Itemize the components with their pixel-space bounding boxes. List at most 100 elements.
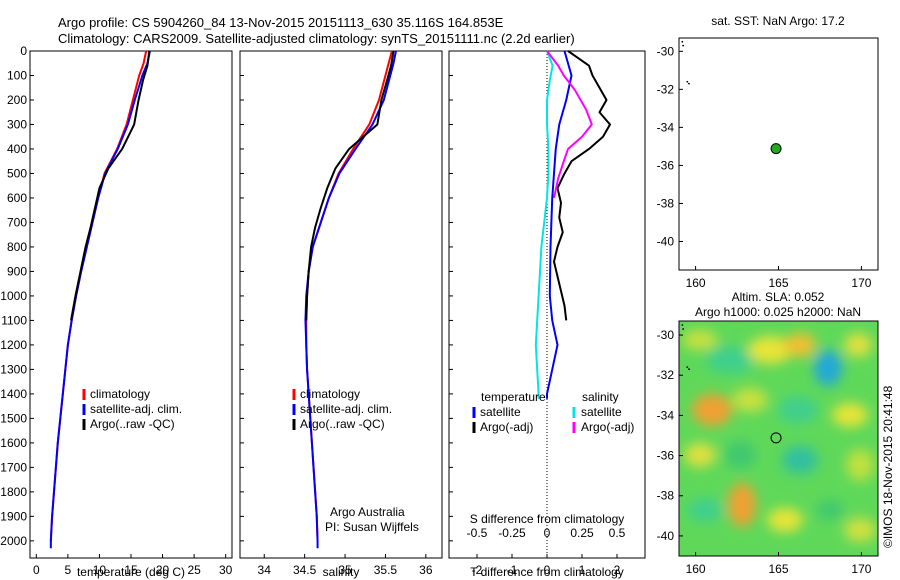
sla-map: -30 -32 -34 -36 -38 -40 160 165 170 Altim. SLA: 0… <box>657 290 872 576</box>
sdiff-tick-label: 0 <box>544 526 551 540</box>
map-ytick-label: -30 <box>657 328 675 342</box>
map-xtick-label: 160 <box>686 562 706 576</box>
map-ytick-label: -36 <box>657 449 675 463</box>
temp-xtick-label: 25 <box>187 563 201 577</box>
temp-series-sat <box>49 50 151 549</box>
map-ytick-label: -32 <box>657 368 675 382</box>
diff-xtick-label: -1 <box>507 563 518 577</box>
depth-tick-label: 300 <box>7 117 27 131</box>
map-ytick-label: -36 <box>657 158 675 172</box>
legend-temp-label: satellite <box>480 405 521 419</box>
diff-plot: -2 -1 0 1 2T difference from climatology -0.5… <box>449 50 634 579</box>
sdiff-tick-label: 0.5 <box>609 526 626 540</box>
temp-xtick-label: 20 <box>156 563 170 577</box>
institution-label: Argo Australia <box>330 505 405 519</box>
diff-series-sal_argo <box>546 50 593 199</box>
header-line2: Climatology: CARS2009. Satellite-adjuste… <box>58 31 575 46</box>
sdiff-label: S difference from climatology <box>470 512 625 526</box>
sal-xtick-label: 34 <box>258 563 272 577</box>
sst-title: sat. SST: NaN Argo: 17.2 <box>711 14 845 28</box>
profile-marker <box>770 143 782 155</box>
sal-xtick-label: 35.5 <box>374 563 398 577</box>
temp-plot: 0100200300400500600700800900100011001200… <box>0 44 232 579</box>
sst-map: -30 -32 -34 -36 -38 -40 160 165 170 sat. SST: NaN… <box>657 14 872 290</box>
map-ytick-label: -34 <box>657 408 675 422</box>
sdiff-tick-label: -0.5 <box>467 526 488 540</box>
legend-temp-label: Argo(-adj) <box>480 420 533 434</box>
depth-tick-label: 400 <box>7 142 27 156</box>
legend-sal-title: salinity <box>582 390 619 404</box>
diff-xtick-label: 2 <box>614 563 621 577</box>
diff-series-sal_sat <box>534 50 554 399</box>
diff-series-argo <box>553 50 611 321</box>
coast-dot <box>681 40 684 43</box>
map-ytick-label: -32 <box>657 82 675 96</box>
map-ytick-label: -38 <box>657 489 675 503</box>
temp-series-clim <box>49 50 148 541</box>
legend-sal-label: Argo(-adj) <box>581 420 634 434</box>
map-ytick-label: -40 <box>657 234 675 248</box>
pi-label: PI: Susan Wijffels <box>325 520 419 534</box>
coast-dot <box>682 328 685 330</box>
temp-xtick-label: 15 <box>124 563 138 577</box>
temp-series-argo <box>70 50 151 321</box>
diff-xtick-label: 1 <box>579 563 586 577</box>
diff-series-sat <box>546 50 573 399</box>
depth-tick-label: 1700 <box>0 460 27 474</box>
depth-tick-label: 100 <box>7 68 27 82</box>
diff-xtick-label: 0 <box>544 563 551 577</box>
sal-legend-label: Argo(..raw -QC) <box>300 417 385 431</box>
map-xtick-label: 160 <box>686 276 706 290</box>
temp-axes <box>29 50 233 559</box>
map-xtick-label: 170 <box>851 562 871 576</box>
depth-tick-label: 1200 <box>0 338 27 352</box>
map-ytick-label: -38 <box>657 196 675 210</box>
sla-map-axes <box>678 320 879 557</box>
sdiff-tick-label: 0.25 <box>570 526 594 540</box>
temp-xtick-label: 0 <box>33 563 40 577</box>
sla-subtitle: Argo h1000: 0.025 h2000: NaN <box>695 305 861 319</box>
sal-series-sat <box>304 50 397 549</box>
depth-tick-label: 200 <box>7 93 27 107</box>
sla-heatmap <box>679 321 878 556</box>
map-ytick-label: -40 <box>657 529 675 543</box>
temp-legend-label: climatology <box>90 387 150 401</box>
profile-marker-sla <box>770 432 782 444</box>
coast-dot <box>688 368 690 371</box>
depth-tick-label: 1800 <box>0 485 27 499</box>
depth-tick-label: 1400 <box>0 387 27 401</box>
diff-xlabel: T difference from climatology <box>470 565 624 579</box>
depth-tick-label: 2000 <box>0 534 27 548</box>
sal-xtick-label: 36 <box>419 563 433 577</box>
depth-tick-label: 600 <box>7 191 27 205</box>
sal-legend-label: climatology <box>300 387 360 401</box>
temp-xtick-label: 5 <box>65 563 72 577</box>
map-xtick-label: 170 <box>851 276 871 290</box>
sla-title: Altim. SLA: 0.052 <box>732 290 825 304</box>
sal-xlabel: salinity <box>323 565 360 579</box>
depth-tick-label: 1300 <box>0 362 27 376</box>
depth-tick-label: 1900 <box>0 509 27 523</box>
depth-tick-label: 1600 <box>0 436 27 450</box>
credit-text: ©IMOS 18-Nov-2015 20:41:48 <box>881 385 895 548</box>
coast-dot <box>688 82 690 85</box>
sal-legend-label: satellite-adj. clim. <box>300 402 392 416</box>
sal-series-clim <box>305 50 393 541</box>
sal-xtick-label: 35 <box>338 563 352 577</box>
temp-legend-label: satellite-adj. clim. <box>90 402 182 416</box>
temp-legend-label: Argo(..raw -QC) <box>90 417 175 431</box>
coast-dot <box>686 366 689 369</box>
map-ytick-label: -34 <box>657 120 675 134</box>
depth-tick-label: 1000 <box>0 289 27 303</box>
header-line1: Argo profile: CS 5904260_84 13-Nov-2015 … <box>58 15 504 30</box>
coast-dot <box>681 324 684 326</box>
legend-temp-title: temperature <box>481 390 546 404</box>
depth-tick-label: 1100 <box>1 313 27 327</box>
depth-tick-label: 800 <box>7 240 27 254</box>
diff-xtick-label: -2 <box>472 563 483 577</box>
depth-tick-label: 1500 <box>0 411 27 425</box>
coast-dot <box>682 44 685 47</box>
depth-tick-label: 500 <box>7 166 27 180</box>
sal-plot: 34 34.5 35 35.5 36 salinity climatologysatelli… <box>240 50 433 579</box>
